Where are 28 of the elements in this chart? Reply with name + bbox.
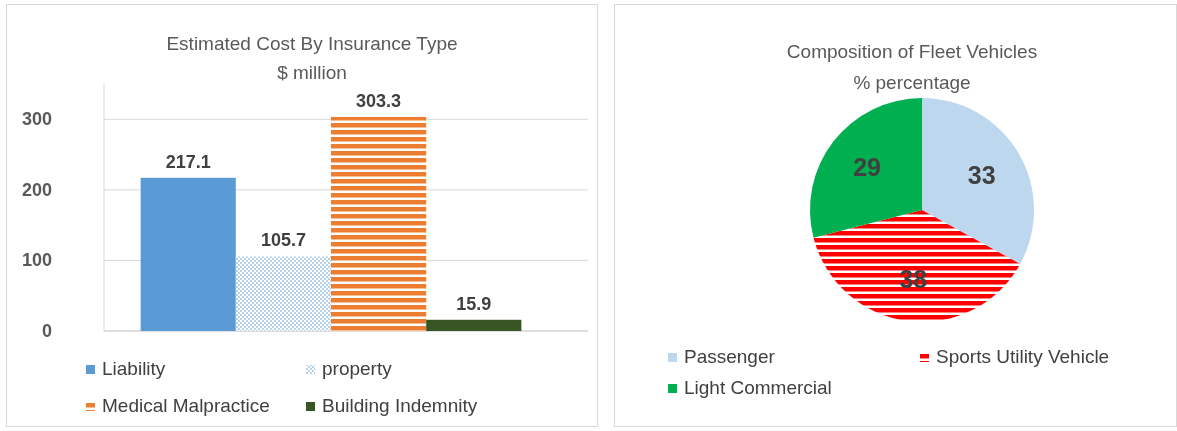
- legend-label: Liability: [102, 358, 166, 379]
- y-tick-label: 100: [21, 250, 52, 271]
- data-label: 15.9: [456, 293, 492, 314]
- data-label: 217.1: [165, 151, 211, 172]
- y-tick-label: 200: [21, 179, 52, 200]
- legend-label: Light Commercial: [684, 377, 832, 398]
- legend-label: Passenger: [684, 346, 776, 367]
- y-tick-label: 300: [21, 109, 52, 130]
- bar: [235, 256, 331, 331]
- data-label: 105.7: [260, 230, 306, 251]
- legend-label: property: [322, 358, 393, 379]
- y-tick-label: 0: [41, 321, 52, 341]
- chart-subtitle: $ million: [277, 62, 347, 83]
- bar: [426, 319, 522, 331]
- pie-slice: [813, 210, 1021, 322]
- data-label: 29: [853, 153, 882, 182]
- legend-label: Building Indemnity: [322, 395, 478, 416]
- bar: [140, 177, 236, 331]
- chart-subtitle: % percentage: [853, 72, 971, 93]
- pie-slice: [810, 98, 922, 238]
- chart-title: Composition of Fleet Vehicles: [786, 41, 1038, 62]
- bar: [331, 116, 427, 331]
- data-label: 303.3: [356, 90, 402, 111]
- chart-title: Estimated Cost By Insurance Type: [166, 33, 458, 54]
- data-label: 33: [967, 160, 996, 189]
- pie-slice: [922, 98, 1034, 264]
- legend-label: Sports Utility Vehicle: [936, 346, 1110, 367]
- legend-label: Medical Malpractice: [102, 395, 270, 416]
